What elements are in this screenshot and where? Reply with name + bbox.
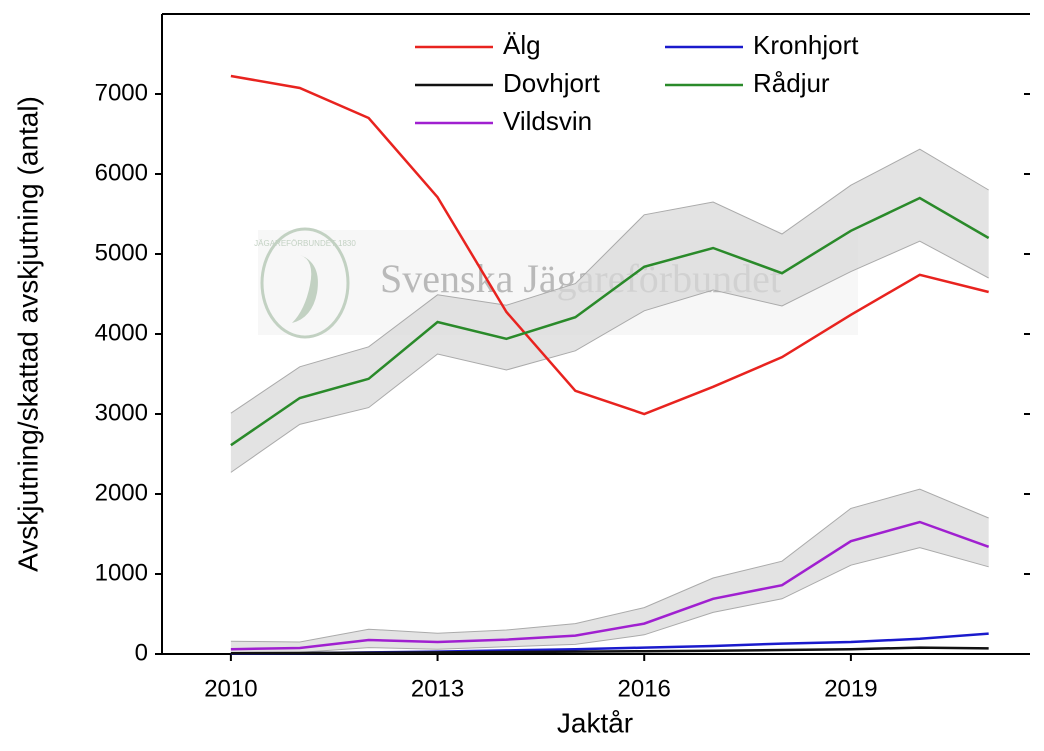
band-edge [230,488,989,643]
legend-label: Kronhjort [753,30,859,60]
series-line [230,196,990,447]
band-edge [230,240,989,473]
legend-label: Älg [503,30,541,60]
x-tick-label: 2019 [824,675,877,702]
y-tick-label: 3000 [95,399,148,426]
legend-item: Kronhjort [665,30,859,60]
emblem-text: JÄGAREFÖRBUNDET 1830 [254,239,356,248]
series-line [230,74,989,416]
x-tick-label: 2013 [411,675,464,702]
y-tick-label: 0 [135,639,148,666]
y-tick-label: 7000 [95,79,148,106]
band-edge [230,547,989,654]
legend-label: Vildsvin [503,106,592,136]
confidence-band [230,489,989,654]
y-tick-label: 5000 [95,239,148,266]
y-tick-label: 4000 [95,319,148,346]
x-tick-label: 2016 [618,675,671,702]
y-axis-title: Avskjutning/skattad avskjutning (antal) [12,96,43,572]
legend-label: Dovhjort [503,68,601,98]
emblem-ring [260,227,350,339]
confidence-band [230,149,989,473]
y-tick-label: 2000 [95,479,148,506]
legend-item: Vildsvin [415,106,592,136]
legend-item: Älg [415,30,541,60]
y-tick-label: 1000 [95,559,148,586]
legend-label: Rådjur [753,68,830,98]
band-edge [230,148,989,414]
x-axis-title: Jaktår [557,707,633,738]
y-tick-label: 6000 [95,159,148,186]
emblem-bird [292,255,318,323]
series-line [230,520,990,651]
legend-item: Rådjur [665,68,830,98]
legend-item: Dovhjort [415,68,601,98]
x-tick-label: 2010 [204,675,257,702]
series-line [230,646,989,655]
